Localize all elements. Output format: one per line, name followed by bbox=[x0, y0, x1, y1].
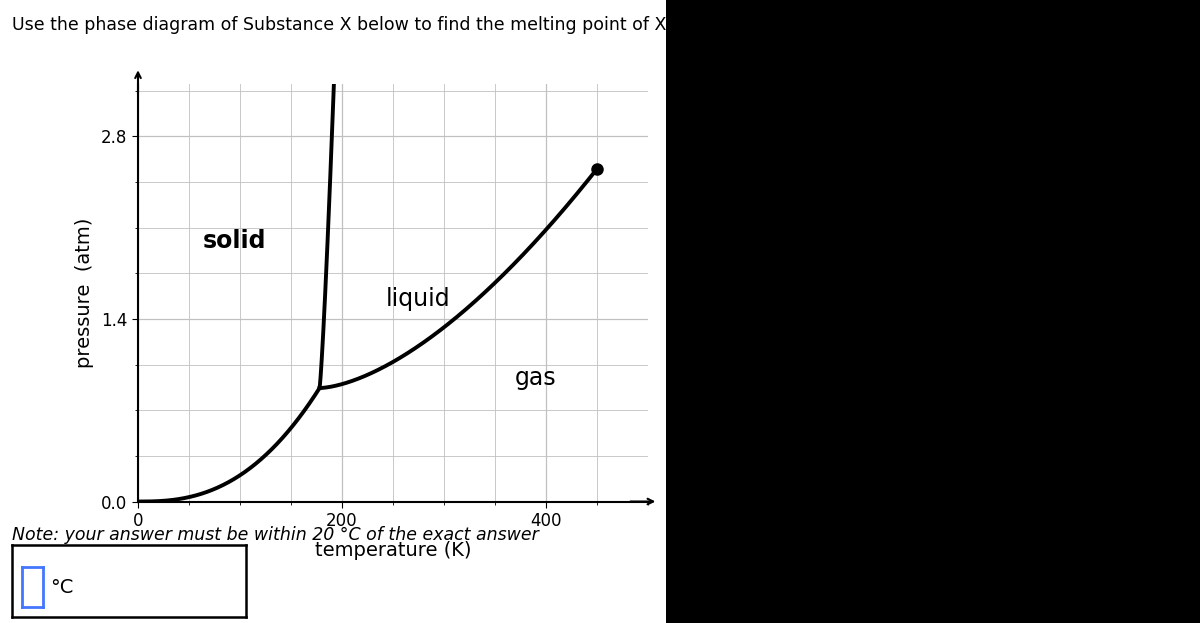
Text: gas: gas bbox=[515, 366, 557, 389]
Text: solid: solid bbox=[203, 229, 266, 253]
Text: Use the phase diagram of Substance X below to find the melting point of X when t: Use the phase diagram of Substance X bel… bbox=[12, 16, 1072, 34]
Text: °C: °C bbox=[50, 578, 73, 597]
Y-axis label: pressure  (atm): pressure (atm) bbox=[76, 217, 95, 368]
X-axis label: temperature (K): temperature (K) bbox=[314, 541, 472, 560]
Text: Note: your answer must be within 20 °C of the exact answer: Note: your answer must be within 20 °C o… bbox=[12, 526, 539, 545]
Text: liquid: liquid bbox=[386, 287, 451, 312]
